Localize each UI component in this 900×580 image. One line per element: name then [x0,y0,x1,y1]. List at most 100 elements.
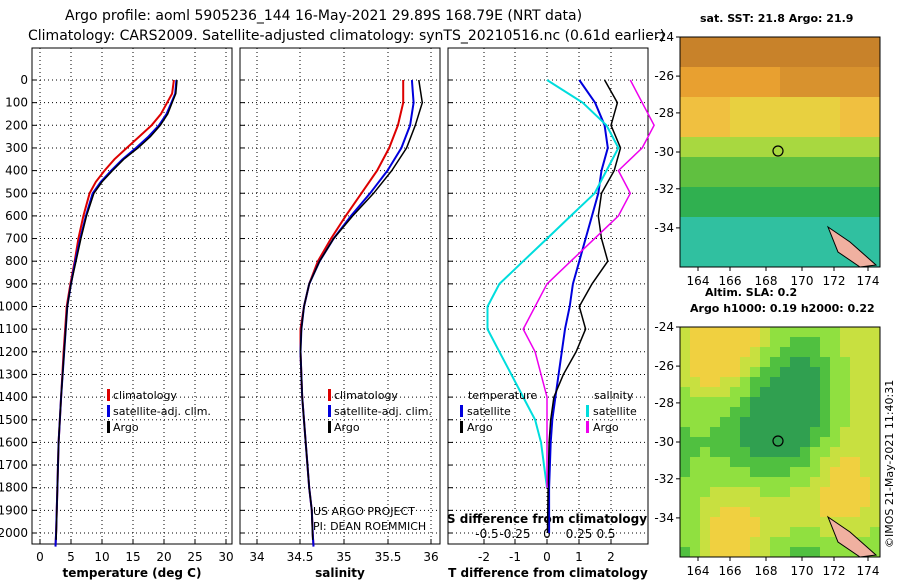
map-cell [720,507,731,518]
map-cell [760,137,771,148]
map-cell [800,47,811,58]
y-tick-label: 0 [20,73,28,87]
map-cell [840,467,851,478]
temperature-panel: 0 5 10 15 20 25 300100200300400500600700800900… [0,47,234,580]
map-cell [760,87,771,98]
map-cell [750,37,761,48]
map-cell [810,127,821,138]
map-cell [710,177,721,188]
map-cell [870,107,881,118]
map-cell [780,407,791,418]
map-cell [680,137,691,148]
map-cell [830,497,841,508]
map-cell [780,547,791,558]
map-cell [750,57,761,68]
map-cell [780,167,791,178]
map-cell [870,397,881,408]
map-cell [770,147,781,158]
temperature-xlabel: temperature (deg C) [63,566,202,580]
map-cell [810,197,821,208]
x-tick-label: -2 [478,550,490,564]
map-cell [810,257,821,268]
map-cell [740,347,751,358]
x-tick-label: 36 [423,550,438,564]
legend-climatology: climatology [113,389,177,402]
map-cell [780,537,791,548]
map-cell [790,457,801,468]
map-cell [830,197,841,208]
map-cell [770,47,781,58]
map-cell [690,347,701,358]
map-cell [860,357,871,368]
map-cell [720,457,731,468]
map-cell [840,177,851,188]
map-cell [740,547,751,558]
map-cell [730,467,741,478]
x-tick-label: 35.5 [375,550,402,564]
map-cell [770,77,781,88]
map-cell [810,467,821,478]
y-tick-label: 1400 [0,390,28,404]
map-cell [790,147,801,158]
map-cell [750,477,761,488]
map-cell [760,207,771,218]
map-cell [800,247,811,258]
map-cell [700,157,711,168]
map-cell [850,407,861,418]
map-cell [700,77,711,88]
map-cell [770,227,781,238]
map-cell [710,57,721,68]
y-tick-label: 700 [5,232,28,246]
map-cell [790,357,801,368]
map-cell [800,507,811,518]
map-cell [810,517,821,528]
map-cell [730,547,741,558]
map-cell [680,67,691,78]
map-cell [730,497,741,508]
map-cell [870,237,881,248]
map-cell [760,127,771,138]
map-cell [870,377,881,388]
map-cell [820,77,831,88]
map-cell [730,327,741,338]
map-cell [860,377,871,388]
map-cell [850,167,861,178]
map-cell [750,227,761,238]
map-cell [800,147,811,158]
map-cell [860,487,871,498]
map-cell [790,47,801,58]
map-cell [840,57,851,68]
map-cell [720,207,731,218]
map-cell [850,497,861,508]
map-cell [710,447,721,458]
map-cell [700,397,711,408]
map-cell [860,427,871,438]
map-cell [790,247,801,258]
map-cell [700,207,711,218]
map-cell [770,367,781,378]
map-cell [810,367,821,378]
map-cell [720,417,731,428]
y-tick-label: 1600 [0,435,28,449]
map-cell [730,237,741,248]
map-cell [750,327,761,338]
map-cell [790,467,801,478]
map-cell [870,197,881,208]
map-cell [760,457,771,468]
map-cell [820,157,831,168]
map-cell [770,467,781,478]
map-cell [810,87,821,98]
map-cell [860,537,871,548]
map-cell [700,137,711,148]
map-cell [730,207,741,218]
map-cell [810,407,821,418]
map-cell [750,517,761,528]
map-cell [830,187,841,198]
lat-tick-label: -30 [654,435,674,449]
map-cell [860,507,871,518]
map-cell [760,527,771,538]
map-cell [770,187,781,198]
map-cell [690,527,701,538]
map-cell [730,377,741,388]
map-cell [730,407,741,418]
